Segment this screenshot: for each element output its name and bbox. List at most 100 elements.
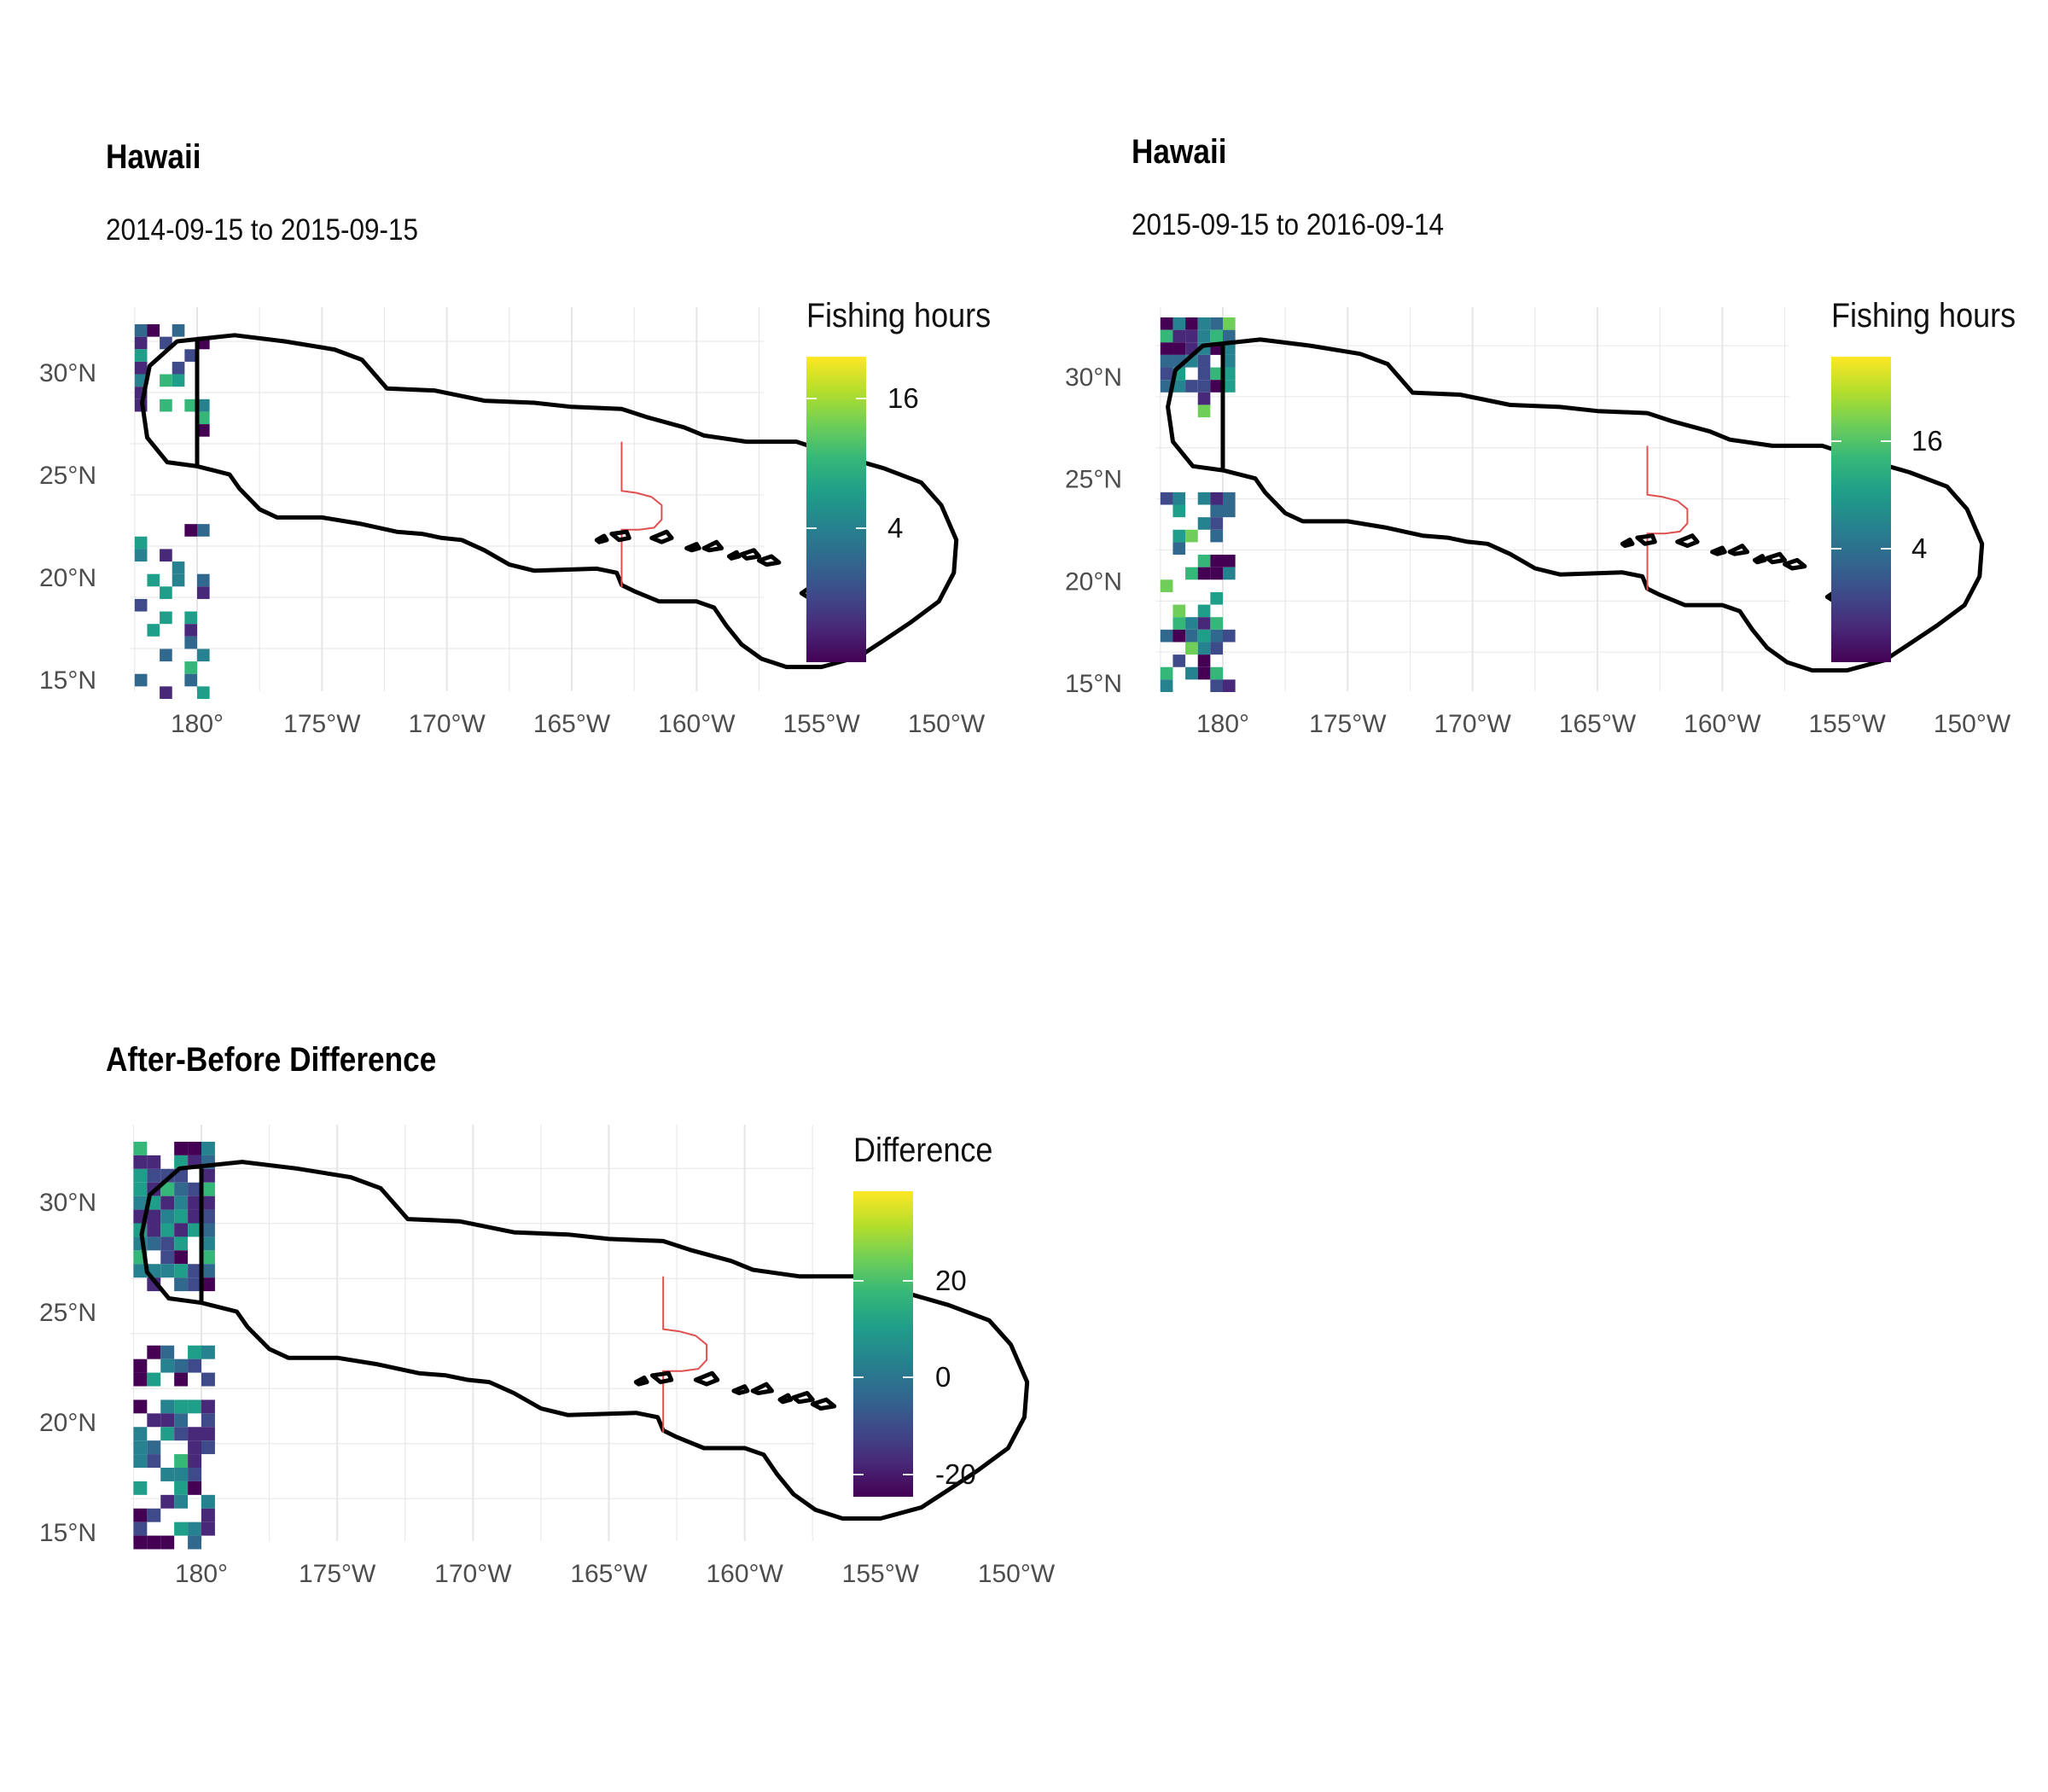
effort-cell [174, 1521, 189, 1536]
effort-cell [1185, 529, 1198, 543]
effort-cell [174, 1209, 189, 1224]
effort-cell [1160, 367, 1173, 381]
effort-cell [1172, 329, 1186, 343]
effort-cell [1185, 617, 1198, 630]
y-tick-label: 30°N [39, 1189, 96, 1217]
effort-cell [134, 349, 148, 362]
effort-cell [201, 1277, 215, 1292]
effort-cell [1185, 629, 1198, 643]
effort-cell [133, 1521, 148, 1536]
effort-cell [160, 1399, 175, 1414]
effort-cell [160, 1196, 175, 1210]
effort-cell [133, 1508, 148, 1522]
x-tick-label: 180° [175, 1560, 228, 1588]
effort-cell [172, 361, 185, 375]
effort-cell [1160, 492, 1173, 505]
island-outline [633, 1375, 649, 1387]
effort-cell [160, 686, 172, 699]
x-tick-label: 160°W [706, 1560, 783, 1588]
x-tick-label: 150°W [978, 1560, 1056, 1588]
legend-tick [853, 1280, 864, 1282]
effort-cell [188, 1345, 201, 1359]
effort-cell [133, 1481, 148, 1495]
effort-cell [174, 1182, 189, 1196]
effort-cell [160, 1468, 175, 1481]
effort-cell [174, 1155, 189, 1169]
monument-boundary [1646, 445, 1689, 591]
effort-cell [184, 399, 197, 412]
eez-boundary [1166, 337, 1985, 673]
effort-cell [197, 399, 210, 412]
effort-cell [134, 361, 148, 375]
effort-cell [133, 1454, 148, 1468]
effort-cell [1223, 329, 1236, 343]
effort-cell [147, 573, 160, 587]
effort-cell [147, 1508, 161, 1522]
y-tick-label: 30°N [1065, 364, 1122, 392]
effort-cell [188, 1468, 201, 1481]
legend-tick [856, 398, 866, 399]
effort-cell [174, 1223, 189, 1237]
effort-cell [201, 1182, 215, 1196]
panel-title: After-Before Difference [106, 1041, 437, 1079]
island-outline [1765, 551, 1787, 565]
effort-cell [1223, 342, 1236, 355]
effort-cell [188, 1399, 201, 1414]
legend-colorbar [806, 357, 866, 662]
effort-cell [172, 324, 185, 337]
effort-cell [201, 1372, 215, 1387]
effort-cell [147, 1209, 161, 1224]
effort-cell [1172, 629, 1186, 643]
effort-cell [1210, 629, 1223, 643]
effort-cell [133, 1264, 148, 1278]
effort-cell [1223, 504, 1236, 518]
y-tick-label: 20°N [1065, 567, 1122, 596]
x-tick-label: 165°W [570, 1560, 648, 1588]
legend-tick [1831, 440, 1841, 442]
effort-cell [188, 1359, 201, 1373]
x-tick-label: 155°W [842, 1560, 920, 1588]
panel-title: Hawaii [106, 138, 201, 176]
effort-cell [184, 349, 197, 362]
legend-title: Fishing hours [1831, 297, 2016, 335]
effort-cell [147, 1440, 161, 1455]
legend-label-neg20: -20 [935, 1458, 976, 1490]
effort-cell [160, 1250, 175, 1265]
y-tick-label: 15°N [39, 1519, 96, 1547]
effort-cell [160, 1345, 175, 1359]
legend-tick [853, 1376, 864, 1378]
effort-cell [172, 374, 185, 387]
effort-cell [1210, 666, 1223, 680]
effort-cell [160, 1359, 175, 1373]
effort-cell [1197, 367, 1211, 381]
effort-cell [188, 1535, 201, 1550]
legend-tick [806, 398, 817, 399]
effort-cell [1210, 517, 1223, 530]
effort-cell [174, 1372, 189, 1387]
effort-cell [1223, 367, 1236, 381]
island-outline [609, 529, 631, 543]
effort-cell [174, 1454, 189, 1468]
x-tick-label: 150°W [908, 710, 986, 738]
x-tick-label: 160°W [658, 710, 736, 738]
legend-tick [856, 527, 866, 529]
effort-cell [133, 1359, 148, 1373]
effort-cell [1210, 555, 1223, 567]
legend-tick [853, 1474, 864, 1475]
x-tick-label: 180° [171, 710, 224, 738]
effort-cell [160, 1209, 175, 1224]
legend-title: Fishing hours [806, 297, 992, 335]
effort-cell [1223, 317, 1236, 330]
effort-cell [1197, 567, 1211, 580]
effort-cell [1210, 591, 1223, 605]
effort-cell [160, 1223, 175, 1237]
effort-cell [1223, 492, 1236, 505]
legend-tick [903, 1474, 913, 1475]
effort-cell [201, 1508, 215, 1522]
panel-subtitle: 2014-09-15 to 2015-09-15 [106, 213, 419, 247]
island-outline [649, 1370, 674, 1385]
x-tick-label: 175°W [1309, 710, 1387, 738]
effort-cell [201, 1494, 215, 1509]
legend-label-16: 16 [1911, 425, 1943, 457]
effort-cell [1160, 354, 1173, 368]
